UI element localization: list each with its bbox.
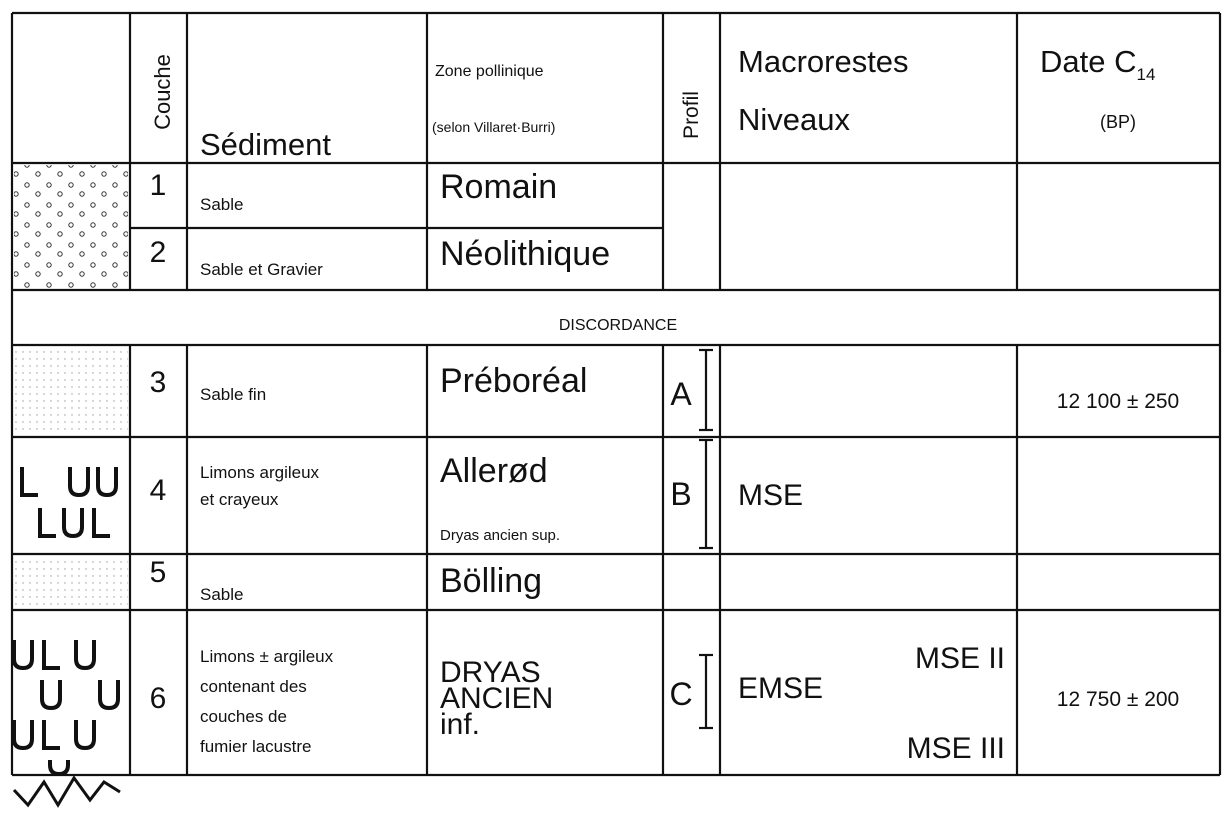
silt-pattern <box>12 467 121 808</box>
silt-glyph <box>48 760 70 777</box>
macrorestes: MSE III <box>907 732 1005 765</box>
header-date-subscript: 14 <box>1136 65 1155 84</box>
pollen-zone: ANCIEN <box>440 682 553 715</box>
silt-glyph <box>42 720 60 750</box>
silt-glyph <box>20 467 38 497</box>
header-zone: Zone pollinique <box>435 63 544 80</box>
profil: A <box>670 376 692 412</box>
header-macrorestes: Macrorestes <box>738 44 909 79</box>
profil: C <box>669 676 692 712</box>
couche-number: 4 <box>150 474 167 507</box>
pollen-zone-note: Dryas ancien sup. <box>440 527 560 544</box>
sediment: Limons argileux <box>200 463 320 482</box>
break-line <box>12 775 121 808</box>
pollen-zone: Allerød <box>440 452 548 490</box>
silt-glyph <box>62 508 84 539</box>
sediment: Sable <box>200 585 243 604</box>
sediment: couches de <box>200 707 287 726</box>
couche-number: 1 <box>150 169 167 202</box>
sediment: Sable et Gravier <box>200 260 323 279</box>
table-borders <box>10 11 1222 777</box>
couche-number: 3 <box>150 366 167 399</box>
silt-glyph <box>42 640 60 670</box>
couche-number: 2 <box>150 236 167 269</box>
header-zone-note: (selon Villaret·Burri) <box>432 119 555 135</box>
date-bp: 12 100 ± 250 <box>1057 390 1179 413</box>
pollen-zone: Néolithique <box>440 235 610 273</box>
silt-glyph <box>74 640 96 671</box>
pollen-zone: DRYAS <box>440 656 541 689</box>
macrorestes: EMSE <box>738 672 823 705</box>
pollen-zone: Romain <box>440 168 557 206</box>
sediment: Limons ± argileux <box>200 647 334 666</box>
pollen-zone: inf. <box>440 708 480 741</box>
sediment: contenant des <box>200 677 307 696</box>
header-niveaux: Niveaux <box>738 102 850 137</box>
silt-glyph <box>74 720 96 751</box>
sand-pattern <box>14 347 128 435</box>
silt-glyph <box>40 680 62 711</box>
silt-glyph <box>38 508 56 538</box>
gravel-pattern <box>14 165 128 288</box>
profil: B <box>670 476 691 512</box>
silt-glyph <box>68 467 90 498</box>
sediment: et crayeux <box>200 490 279 509</box>
discordance: DISCORDANCE <box>559 317 677 334</box>
pollen-zone: Préboréal <box>440 362 587 400</box>
sediment: fumier lacustre <box>200 737 311 756</box>
silt-glyph <box>92 508 110 538</box>
header-date-text: Date C <box>1040 44 1136 79</box>
silt-glyph <box>12 720 34 751</box>
header-profil: Profil <box>680 91 703 139</box>
header-sediment: Sédiment <box>200 127 331 162</box>
header-couche: Couche <box>150 54 175 130</box>
couche-number: 6 <box>150 682 167 715</box>
couche-number: 5 <box>150 556 167 589</box>
header-date: Date C14 <box>1040 44 1155 84</box>
pollen-zone: Bölling <box>440 562 542 600</box>
date-bp: 12 750 ± 200 <box>1057 688 1179 711</box>
sediment: Sable <box>200 195 243 214</box>
macrorestes: MSE II <box>915 642 1005 675</box>
sediment: Sable fin <box>200 385 266 404</box>
silt-glyph <box>98 680 120 711</box>
header-date-unit: (BP) <box>1100 112 1136 132</box>
macrorestes: MSE <box>738 479 803 512</box>
silt-glyph <box>96 467 118 498</box>
silt-glyph <box>12 640 34 671</box>
sand-pattern <box>14 556 128 608</box>
